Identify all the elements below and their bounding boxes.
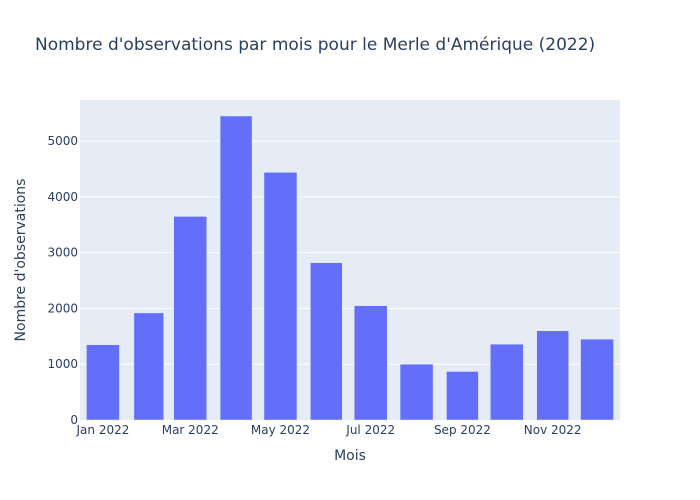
bar [490, 343, 524, 421]
plot-background [80, 100, 620, 420]
bar [399, 363, 434, 421]
bar [353, 305, 388, 421]
bar [133, 312, 164, 421]
y-tick-label: 0 [70, 413, 78, 427]
bars [86, 115, 614, 421]
y-tick-label: 3000 [47, 246, 78, 260]
x-tick-label: Mar 2022 [162, 423, 219, 437]
x-tick-label: Nov 2022 [524, 423, 582, 437]
bar [219, 115, 253, 421]
bar [310, 262, 343, 421]
y-tick-label: 2000 [47, 301, 78, 315]
x-tick-label: May 2022 [251, 423, 310, 437]
x-axis-title: Mois [334, 448, 366, 464]
x-tick-label: Jul 2022 [345, 423, 395, 437]
x-axis-ticks: Jan 2022 Mar 2022 May 2022 Jul 2022 Sep 2022… [76, 423, 582, 437]
grid-lines [80, 140, 620, 365]
bar [173, 216, 207, 421]
y-tick-label: 1000 [47, 357, 78, 371]
y-tick-label: 5000 [47, 134, 78, 148]
y-axis-title: Nombre d'observations [13, 179, 29, 342]
y-axis-ticks: 0 1000 2000 3000 4000 5000 [47, 134, 78, 427]
bar [263, 172, 298, 421]
x-tick-label: Sep 2022 [434, 423, 491, 437]
bar [536, 330, 569, 421]
bar [446, 371, 479, 421]
bar [580, 338, 614, 421]
y-tick-label: 4000 [47, 190, 78, 204]
x-tick-label: Jan 2022 [76, 423, 130, 437]
bar [86, 344, 120, 421]
chart-title: Nombre d'observations par mois pour le M… [35, 35, 595, 55]
